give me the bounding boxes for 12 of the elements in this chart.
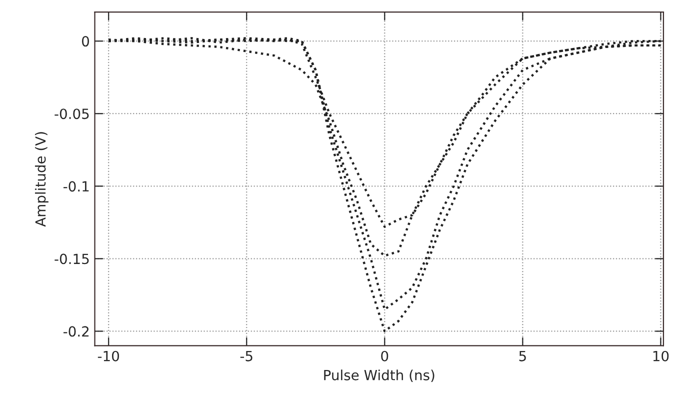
y-tick-label: -0.1 xyxy=(64,181,89,192)
x-tick-label: -10 xyxy=(98,350,120,362)
y-tick-label: -0.15 xyxy=(54,254,89,264)
y-axis-title: Amplitude (V) xyxy=(34,132,48,227)
y-tick-label: -0.2 xyxy=(64,326,89,337)
x-tick-label: 5 xyxy=(519,351,526,362)
x-tick-label: -5 xyxy=(240,351,252,362)
y-tick-label: -0.05 xyxy=(54,108,89,120)
y-tick-label: 0 xyxy=(82,36,89,47)
x-axis-title: Pulse Width (ns) xyxy=(324,370,434,382)
x-tick-label: 0 xyxy=(381,350,388,362)
x-tick-label: 10 xyxy=(653,350,669,362)
